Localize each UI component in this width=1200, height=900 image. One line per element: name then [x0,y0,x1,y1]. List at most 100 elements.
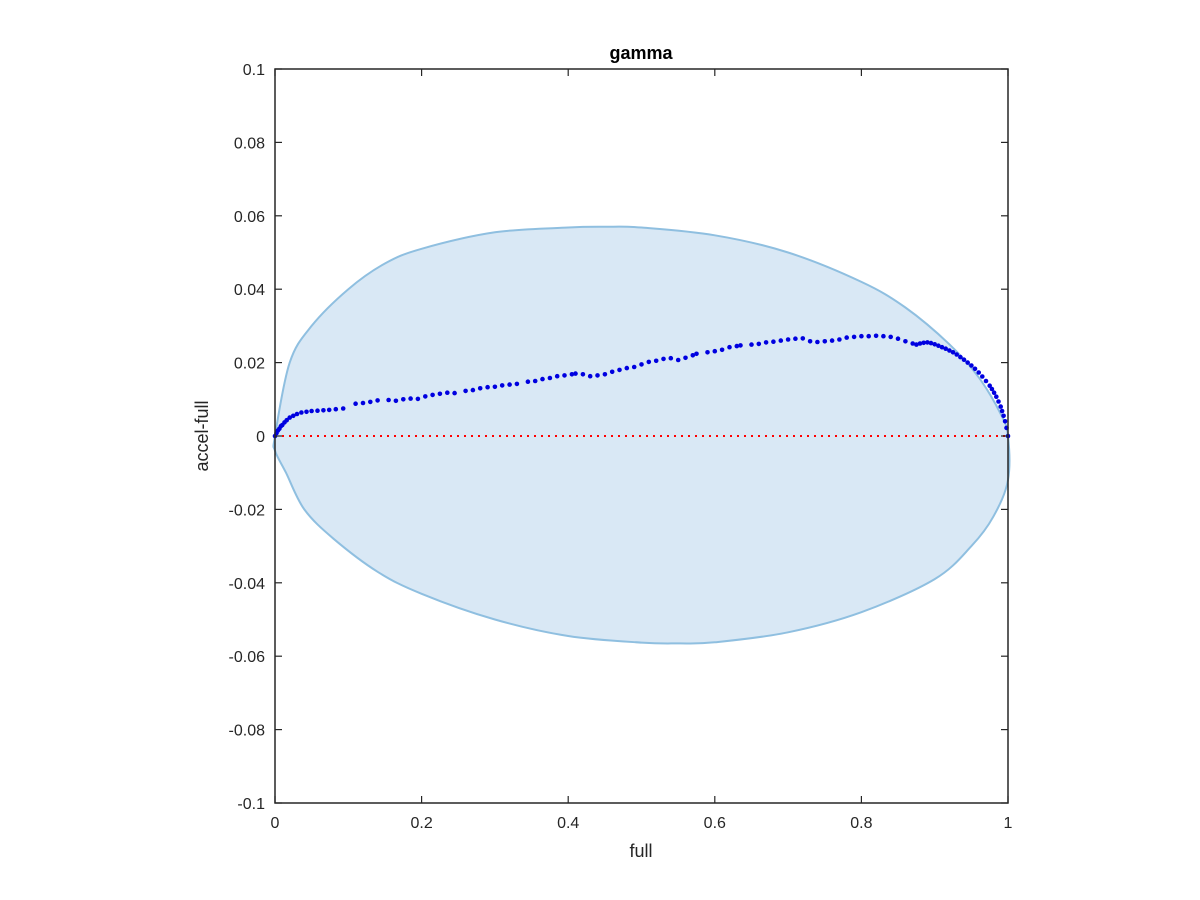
y-tick-label: 0.06 [234,209,265,226]
data-point [844,335,849,340]
data-point [903,339,908,344]
data-point [851,334,857,340]
data-point [749,342,754,347]
y-tick-label: 0.02 [234,356,265,373]
data-point [309,408,314,414]
data-point [859,333,864,339]
data-point [969,363,974,368]
y-tick-label: 0.08 [234,135,265,152]
data-point [315,408,320,414]
data-point [321,408,326,413]
data-point [393,398,399,404]
data-point [401,397,406,402]
data-point [958,354,963,360]
data-point [965,360,970,365]
data-point [895,336,901,342]
data-point [943,346,948,352]
data-point [375,398,380,403]
y-tick-label: -0.1 [237,796,265,813]
data-point [580,372,586,377]
data-point [881,333,886,339]
data-point [569,372,575,377]
data-point [326,407,332,413]
data-point [492,384,498,390]
data-point [734,343,740,349]
data-point [947,348,952,353]
x-tick-label: 0.4 [557,815,579,832]
data-point [532,378,538,384]
data-point [470,387,476,393]
data-point [602,372,608,377]
data-point [540,376,545,382]
data-point [631,364,637,370]
data-point [661,356,666,362]
data-point [888,334,893,340]
data-point [430,392,435,398]
data-point [525,379,531,385]
x-tick-label: 0.8 [850,815,872,832]
data-point [675,357,681,363]
data-point [954,352,959,357]
data-point [284,417,290,423]
data-point [738,343,743,348]
data-point [452,390,457,396]
x-tick-label: 0 [271,815,280,832]
data-point [299,410,304,415]
y-tick-label: 0 [256,429,265,446]
data-point [873,333,879,339]
data-point [291,413,296,419]
data-point [507,382,512,387]
data-point [408,396,413,401]
data-point [793,336,798,342]
data-point [932,342,937,347]
data-point [972,366,978,372]
data-point [287,415,293,420]
ticks-layer: 0 0.2 0.4 0.6 0.8 1 -0.1 -0.08 -0.06 -0.04 -0.02 0 0… [229,62,1013,832]
data-point [368,399,373,405]
data-point [925,340,930,345]
y-tick-label: 0.1 [243,62,265,79]
data-point [562,373,567,378]
data-point [360,400,366,406]
data-point [514,381,520,387]
data-point [822,339,828,344]
data-point [778,338,784,343]
data-point [815,339,820,345]
data-point [950,350,956,355]
data-point [785,337,791,342]
data-point [353,401,358,407]
data-point [423,394,428,399]
data-point [609,369,615,375]
data-point [998,404,1003,409]
data-point [829,338,835,343]
data-point [914,342,919,347]
y-axis-title: accel-full [192,400,212,471]
data-point [340,406,346,411]
data-point [639,362,644,367]
data-point [712,348,718,354]
data-point [1002,419,1008,424]
data-point [727,344,732,350]
data-point [683,355,688,361]
data-point [983,378,989,384]
confidence-region [272,225,1011,645]
data-point [333,406,339,412]
data-point [595,373,600,378]
data-point [477,386,483,391]
data-point [485,384,490,390]
y-tick-label: -0.06 [229,649,266,666]
x-tick-label: 0.2 [410,815,432,832]
data-point [807,339,813,344]
data-point [928,340,934,346]
chart-title: gamma [609,43,673,63]
data-point [437,391,443,397]
data-point [694,351,699,357]
data-point [936,343,941,349]
x-axis-title: full [629,841,652,861]
data-point [917,341,923,346]
data-point [668,355,674,361]
data-point [617,367,622,373]
data-point [499,383,505,388]
data-point [646,359,652,365]
